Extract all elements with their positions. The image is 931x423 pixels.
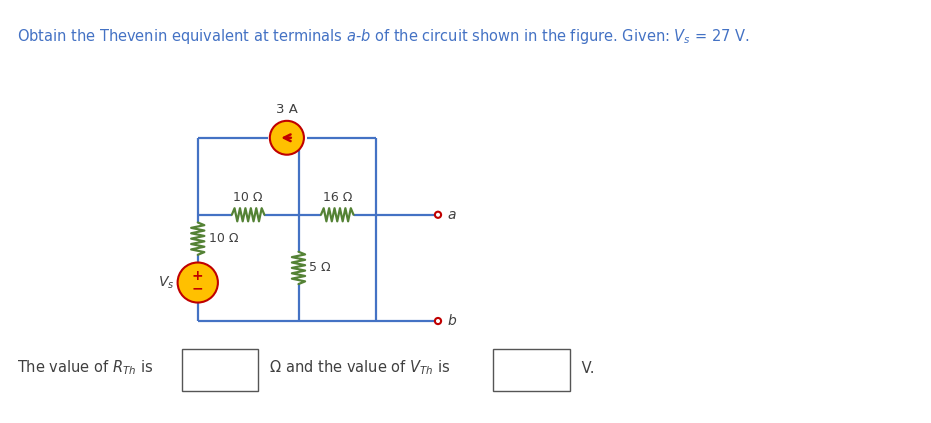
Text: $\Omega$ and the value of $V_{Th}$ is: $\Omega$ and the value of $V_{Th}$ is [265,359,451,377]
Text: The value of $R_{Th}$ is: The value of $R_{Th}$ is [17,359,153,377]
Circle shape [435,212,441,218]
Circle shape [178,263,218,302]
Text: 10 Ω: 10 Ω [234,191,263,204]
Text: 5 Ω: 5 Ω [309,261,331,275]
Circle shape [435,318,441,324]
Circle shape [270,121,304,155]
Text: 3 A: 3 A [276,103,298,116]
Text: $V_s$: $V_s$ [158,275,174,291]
Text: Obtain the Thevenin equivalent at terminals $\mathit{a}$-$\mathit{b}$ of the cir: Obtain the Thevenin equivalent at termin… [17,27,749,47]
Text: b: b [447,314,456,328]
Text: +: + [192,269,204,283]
Text: 10 Ω: 10 Ω [209,232,238,245]
Text: V.: V. [577,360,595,376]
Text: a: a [447,208,456,222]
Text: −: − [192,282,204,296]
Text: 16 Ω: 16 Ω [322,191,352,204]
